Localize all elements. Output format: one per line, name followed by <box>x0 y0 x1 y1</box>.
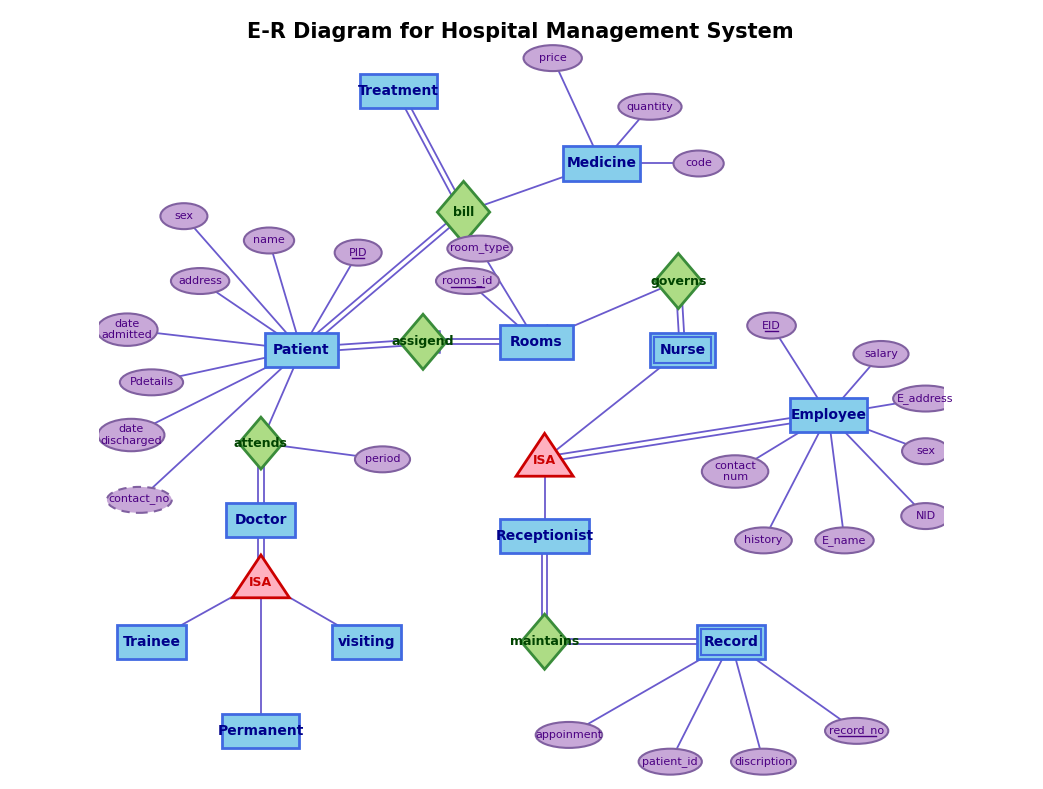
Text: ISA: ISA <box>533 454 556 467</box>
Text: quantity: quantity <box>627 102 674 112</box>
Text: Nurse: Nurse <box>659 343 705 357</box>
Text: governs: governs <box>650 275 706 287</box>
Text: price: price <box>539 53 566 63</box>
Text: NID: NID <box>916 511 936 521</box>
Text: Medicine: Medicine <box>566 156 636 170</box>
Text: contact_no: contact_no <box>108 495 170 505</box>
Text: ISA: ISA <box>249 576 272 589</box>
Text: Trainee: Trainee <box>122 634 180 649</box>
Ellipse shape <box>97 313 157 346</box>
Ellipse shape <box>674 151 724 177</box>
FancyBboxPatch shape <box>265 333 338 367</box>
Ellipse shape <box>816 527 874 553</box>
Text: sex: sex <box>174 211 193 221</box>
Ellipse shape <box>436 268 500 294</box>
Ellipse shape <box>618 94 681 120</box>
Text: E_address: E_address <box>897 393 953 404</box>
Text: Permanent: Permanent <box>218 724 305 738</box>
Polygon shape <box>655 253 702 308</box>
Text: rooms_id: rooms_id <box>442 275 492 286</box>
FancyBboxPatch shape <box>117 625 186 659</box>
Ellipse shape <box>731 749 796 775</box>
Polygon shape <box>516 433 574 477</box>
Text: visiting: visiting <box>338 634 395 649</box>
Polygon shape <box>233 555 290 598</box>
Text: contact
num: contact num <box>714 461 756 482</box>
Ellipse shape <box>171 268 229 294</box>
Text: room_type: room_type <box>451 243 509 254</box>
Text: Employee: Employee <box>791 408 867 422</box>
Text: period: period <box>365 454 401 465</box>
Text: sex: sex <box>916 447 936 456</box>
Text: Treatment: Treatment <box>358 84 439 98</box>
Ellipse shape <box>447 236 512 262</box>
FancyBboxPatch shape <box>697 625 766 659</box>
Text: assigend: assigend <box>392 335 455 348</box>
FancyBboxPatch shape <box>360 73 437 107</box>
Ellipse shape <box>244 227 294 253</box>
FancyBboxPatch shape <box>650 333 714 367</box>
Text: maintains: maintains <box>510 635 579 649</box>
FancyBboxPatch shape <box>226 503 295 537</box>
FancyBboxPatch shape <box>790 398 867 432</box>
Ellipse shape <box>524 45 582 71</box>
FancyBboxPatch shape <box>500 519 589 553</box>
Ellipse shape <box>335 240 382 266</box>
Text: record_no: record_no <box>829 725 884 736</box>
Text: date
discharged: date discharged <box>100 424 162 446</box>
Text: EID: EID <box>762 320 781 331</box>
Text: PID: PID <box>349 248 367 258</box>
Ellipse shape <box>98 419 165 451</box>
Polygon shape <box>522 614 568 669</box>
Ellipse shape <box>901 503 950 529</box>
Ellipse shape <box>107 487 172 513</box>
Ellipse shape <box>747 312 796 338</box>
Ellipse shape <box>853 341 908 367</box>
Ellipse shape <box>825 718 889 744</box>
Ellipse shape <box>161 204 208 229</box>
FancyBboxPatch shape <box>500 325 573 359</box>
Polygon shape <box>239 417 283 469</box>
Ellipse shape <box>355 447 410 473</box>
Text: patient_id: patient_id <box>642 756 698 767</box>
Text: E-R Diagram for Hospital Management System: E-R Diagram for Hospital Management Syst… <box>247 22 794 42</box>
FancyBboxPatch shape <box>563 147 639 181</box>
Text: Patient: Patient <box>273 343 330 357</box>
Text: discription: discription <box>734 757 793 767</box>
Text: address: address <box>178 276 222 286</box>
Ellipse shape <box>893 386 957 412</box>
Ellipse shape <box>902 438 949 464</box>
Text: attends: attends <box>234 436 288 450</box>
Text: Doctor: Doctor <box>235 513 287 527</box>
Text: date
admitted: date admitted <box>102 319 152 341</box>
Polygon shape <box>437 181 490 243</box>
Text: bill: bill <box>453 206 475 219</box>
Text: history: history <box>745 536 782 545</box>
Text: E_name: E_name <box>822 535 867 546</box>
FancyBboxPatch shape <box>332 625 401 659</box>
Text: code: code <box>685 159 712 169</box>
Text: salary: salary <box>864 349 898 359</box>
Text: name: name <box>253 235 285 245</box>
FancyBboxPatch shape <box>222 714 299 748</box>
Text: Record: Record <box>704 634 758 649</box>
Text: appoinment: appoinment <box>535 730 603 740</box>
Ellipse shape <box>638 749 702 775</box>
Ellipse shape <box>536 722 602 748</box>
Text: Receptionist: Receptionist <box>495 529 593 544</box>
Polygon shape <box>399 314 446 369</box>
Ellipse shape <box>702 455 769 488</box>
Ellipse shape <box>120 369 184 395</box>
Text: Rooms: Rooms <box>510 335 563 349</box>
Ellipse shape <box>735 527 792 553</box>
Text: Pdetails: Pdetails <box>129 377 173 387</box>
